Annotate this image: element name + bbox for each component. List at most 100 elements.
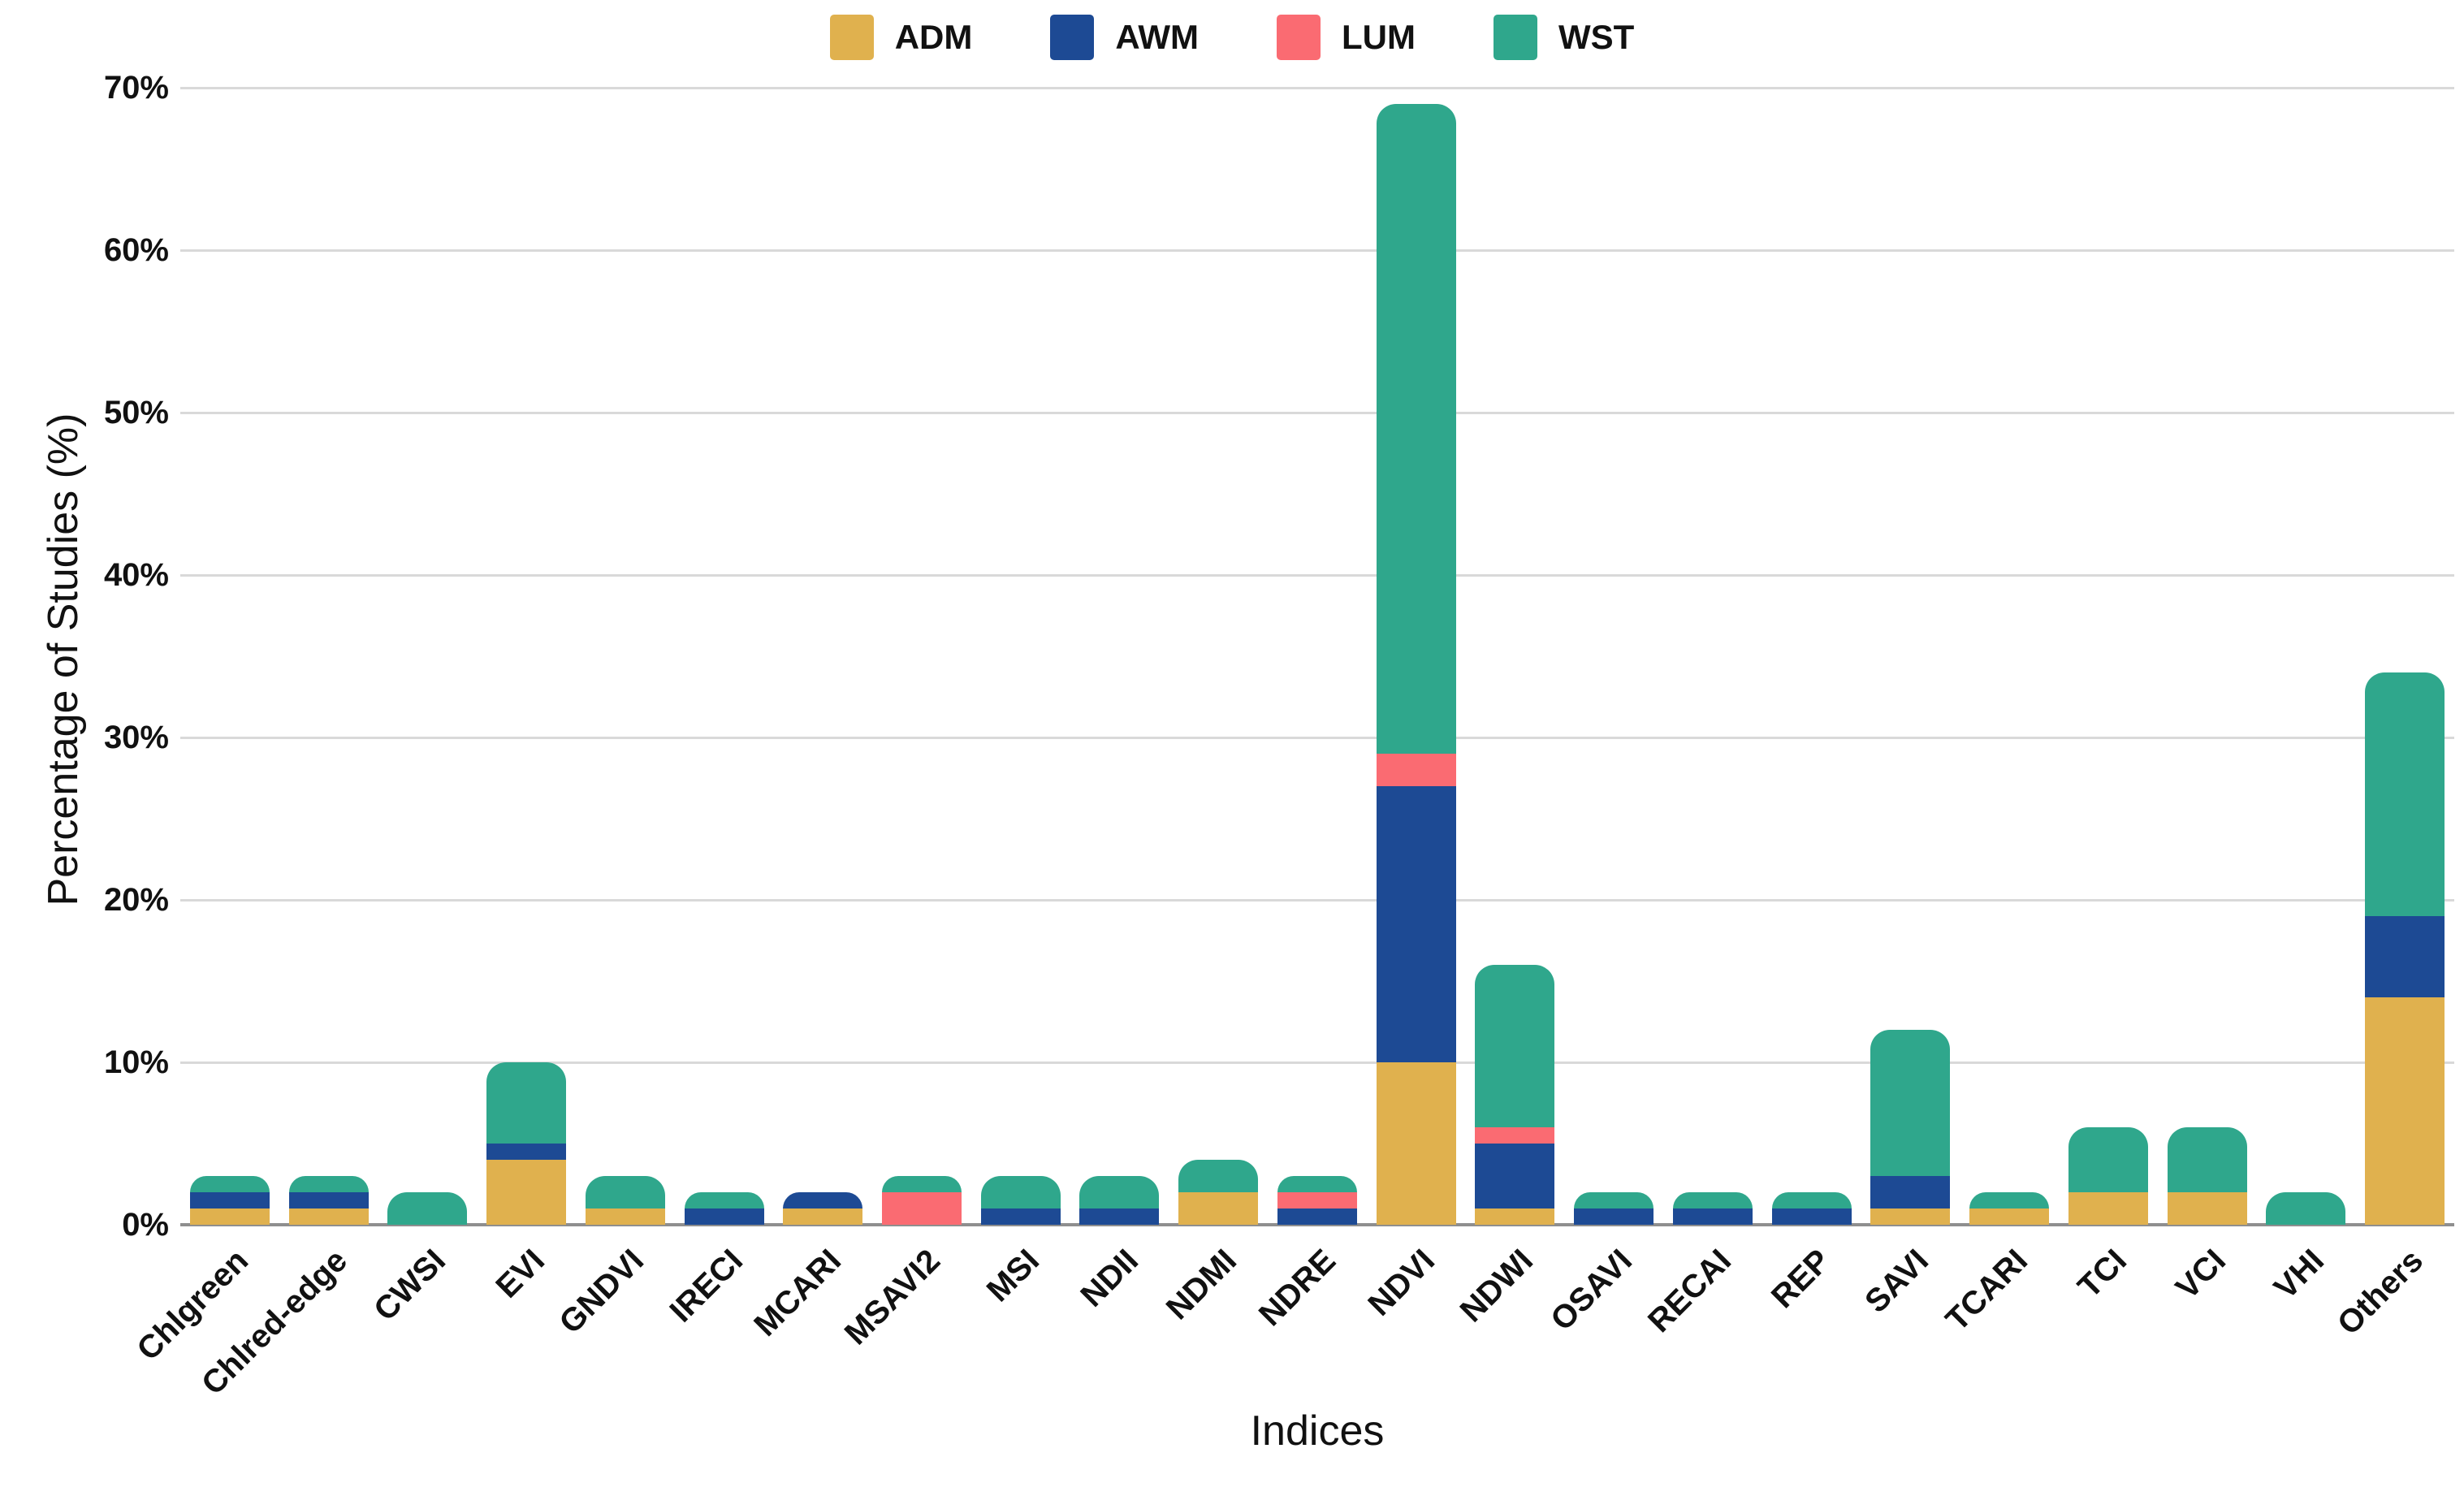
bar-ndmi bbox=[1178, 1160, 1259, 1225]
legend: ADM AWM LUM WST bbox=[0, 6, 2464, 68]
bar-segment-wst bbox=[1475, 965, 1555, 1127]
bar-segment-wst bbox=[1969, 1192, 2050, 1208]
bar-segment-wst bbox=[2167, 1127, 2247, 1192]
gridline bbox=[180, 1061, 2454, 1064]
bar-segment-awm bbox=[684, 1208, 764, 1225]
legend-item-adm: ADM bbox=[829, 15, 973, 60]
bar-msi bbox=[980, 1176, 1061, 1225]
gridline bbox=[180, 737, 2454, 739]
bar-column-ireci bbox=[675, 88, 774, 1225]
y-tick-label: 20% bbox=[103, 882, 169, 918]
bar-mcari bbox=[783, 1192, 863, 1225]
bar-segment-wst bbox=[189, 1176, 270, 1192]
bar-others bbox=[2365, 672, 2445, 1225]
x-axis-title: Indices bbox=[1250, 1407, 1385, 1455]
y-tick-label: 50% bbox=[103, 395, 169, 430]
legend-swatch-awm bbox=[1050, 15, 1095, 60]
bar-segment-lum bbox=[1277, 1192, 1357, 1208]
bar-segment-awm bbox=[288, 1192, 369, 1208]
bar-segment-wst bbox=[387, 1192, 468, 1225]
bar-segment-awm bbox=[1771, 1208, 1852, 1225]
bar-segment-wst bbox=[1870, 1030, 1951, 1176]
legend-item-wst: WST bbox=[1493, 15, 1635, 60]
bar-segment-awm bbox=[2365, 916, 2445, 997]
legend-swatch-wst bbox=[1493, 15, 1537, 60]
bar-segment-adm bbox=[288, 1208, 369, 1225]
bar-column-vhi bbox=[2256, 88, 2355, 1225]
bar-segment-awm bbox=[486, 1144, 567, 1160]
bar-segment-awm bbox=[1376, 786, 1456, 1062]
y-axis-ticks: 0% 10% 20% 30% 40% 50% 60% 70% bbox=[0, 70, 169, 1243]
gridline bbox=[180, 574, 2454, 577]
bar-column-ndwi bbox=[1466, 88, 1565, 1225]
bar-segment-lum bbox=[1475, 1127, 1555, 1144]
bar-column-gndvi bbox=[576, 88, 675, 1225]
legend-label: AWM bbox=[1115, 18, 1199, 56]
bar-segment-wst bbox=[288, 1176, 369, 1192]
bar-segment-wst bbox=[684, 1192, 764, 1208]
bar-segment-wst bbox=[1079, 1176, 1160, 1208]
gridline bbox=[180, 87, 2454, 89]
bar-column-rep bbox=[1762, 88, 1861, 1225]
plot-area bbox=[180, 87, 2454, 1226]
legend-label: WST bbox=[1558, 18, 1635, 56]
bar-segment-wst bbox=[2068, 1127, 2148, 1192]
bar-segment-adm bbox=[1870, 1208, 1951, 1225]
bar-segment-wst bbox=[2365, 672, 2445, 916]
bar-rep bbox=[1771, 1192, 1852, 1225]
bar-column-savi bbox=[1861, 88, 1960, 1225]
bar-ireci bbox=[684, 1192, 764, 1225]
bar-segment-awm bbox=[189, 1192, 270, 1208]
bar-segment-adm bbox=[1178, 1192, 1259, 1225]
bar-column-cwsi bbox=[378, 88, 477, 1225]
legend-label: LUM bbox=[1342, 18, 1416, 56]
bar-column-tci bbox=[2059, 88, 2158, 1225]
bar-column-msavi2 bbox=[872, 88, 971, 1225]
bar-segment-awm bbox=[1475, 1144, 1555, 1208]
bar-column-msi bbox=[971, 88, 1070, 1225]
bar-segment-adm bbox=[486, 1160, 567, 1225]
bar-segment-lum bbox=[882, 1192, 962, 1225]
legend-label: ADM bbox=[894, 18, 973, 56]
bar-column-mcari bbox=[773, 88, 872, 1225]
legend-item-awm: AWM bbox=[1050, 15, 1199, 60]
bar-column-others bbox=[2355, 88, 2454, 1225]
bar-savi bbox=[1870, 1030, 1951, 1225]
legend-swatch-lum bbox=[1277, 15, 1321, 60]
bar-segment-wst bbox=[585, 1176, 665, 1208]
bar-tcari bbox=[1969, 1192, 2050, 1225]
bar-recai bbox=[1672, 1192, 1753, 1225]
y-tick-label: 40% bbox=[103, 557, 169, 593]
bar-ndvi bbox=[1376, 104, 1456, 1225]
bar-segment-wst bbox=[1574, 1192, 1654, 1208]
bar-segment-awm bbox=[1870, 1176, 1951, 1208]
bar-cwsi bbox=[387, 1192, 468, 1225]
bar-column-ndmi bbox=[1169, 88, 1268, 1225]
bar-segment-wst bbox=[980, 1176, 1061, 1208]
gridline bbox=[180, 412, 2454, 414]
bar-column-recai bbox=[1663, 88, 1762, 1225]
bar-evi bbox=[486, 1062, 567, 1225]
bar-segment-wst bbox=[882, 1176, 962, 1192]
bar-chlgreen bbox=[189, 1176, 270, 1225]
bar-segment-wst bbox=[1672, 1192, 1753, 1208]
bar-ndre bbox=[1277, 1176, 1357, 1225]
bar-segment-lum bbox=[1376, 754, 1456, 786]
bar-column-chlgreen bbox=[180, 88, 279, 1225]
bar-segment-adm bbox=[1475, 1208, 1555, 1225]
bar-segment-awm bbox=[980, 1208, 1061, 1225]
x-axis-line bbox=[180, 1223, 2454, 1226]
bar-column-osavi bbox=[1564, 88, 1663, 1225]
bar-segment-awm bbox=[1277, 1208, 1357, 1225]
bar-segment-awm bbox=[1574, 1208, 1654, 1225]
bar-chlred-edge bbox=[288, 1176, 369, 1225]
bar-segment-adm bbox=[1969, 1208, 2050, 1225]
y-tick-label: 70% bbox=[103, 70, 169, 106]
gridline bbox=[180, 899, 2454, 902]
bar-column-chlred-edge bbox=[279, 88, 378, 1225]
bar-segment-awm bbox=[1672, 1208, 1753, 1225]
bar-gndvi bbox=[585, 1176, 665, 1225]
bars-container bbox=[180, 88, 2454, 1225]
bar-segment-adm bbox=[2167, 1192, 2247, 1225]
